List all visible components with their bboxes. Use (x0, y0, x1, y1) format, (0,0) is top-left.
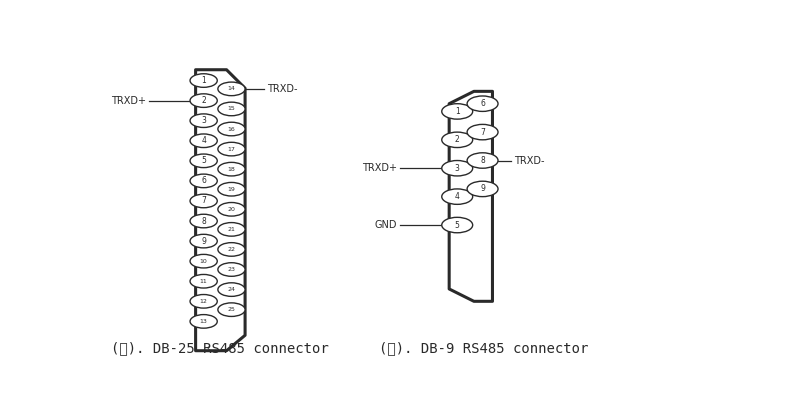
Circle shape (442, 189, 472, 205)
Text: 5: 5 (455, 221, 460, 229)
Circle shape (190, 154, 217, 168)
Text: 6: 6 (201, 176, 206, 185)
Text: 9: 9 (201, 237, 206, 245)
Text: 7: 7 (201, 196, 206, 205)
Circle shape (190, 294, 217, 308)
Text: 4: 4 (201, 136, 206, 145)
Text: 2: 2 (201, 96, 206, 105)
Text: 19: 19 (227, 187, 235, 192)
Circle shape (218, 102, 245, 116)
Text: 16: 16 (227, 127, 235, 132)
Text: 14: 14 (227, 86, 235, 91)
Circle shape (190, 315, 217, 328)
Text: 4: 4 (455, 192, 460, 201)
Text: (가). DB-25 RS485 connector: (가). DB-25 RS485 connector (112, 341, 330, 355)
Text: 3: 3 (455, 164, 460, 173)
Text: 9: 9 (480, 184, 485, 193)
Text: 17: 17 (227, 147, 235, 152)
Circle shape (218, 203, 245, 216)
Text: 2: 2 (455, 135, 460, 144)
Text: TRXD-: TRXD- (267, 84, 297, 94)
Text: 15: 15 (227, 106, 235, 111)
Text: 7: 7 (480, 128, 485, 137)
Text: 3: 3 (201, 116, 206, 125)
Text: TRXD-: TRXD- (514, 156, 544, 166)
Circle shape (190, 94, 217, 107)
Circle shape (442, 160, 472, 176)
Text: TRXD+: TRXD+ (361, 163, 397, 173)
Circle shape (190, 214, 217, 228)
Circle shape (467, 153, 498, 168)
Text: GND: GND (374, 220, 397, 230)
Circle shape (190, 114, 217, 128)
Text: 8: 8 (201, 217, 206, 225)
Circle shape (442, 104, 472, 119)
Circle shape (218, 182, 245, 196)
Text: TRXD+: TRXD+ (111, 95, 146, 105)
Polygon shape (449, 91, 492, 301)
Text: 25: 25 (227, 307, 235, 312)
Circle shape (218, 283, 245, 296)
Circle shape (218, 82, 245, 96)
Text: 12: 12 (200, 299, 207, 304)
Text: 10: 10 (200, 259, 207, 264)
Text: 18: 18 (227, 167, 235, 172)
Circle shape (190, 274, 217, 288)
Circle shape (467, 181, 498, 196)
Circle shape (190, 174, 217, 188)
Circle shape (190, 194, 217, 208)
Circle shape (218, 142, 245, 156)
Circle shape (190, 234, 217, 248)
Circle shape (190, 254, 217, 268)
Text: 11: 11 (200, 279, 207, 284)
Polygon shape (196, 70, 245, 351)
Circle shape (218, 263, 245, 276)
Text: 5: 5 (201, 156, 206, 165)
Circle shape (218, 162, 245, 176)
Text: 1: 1 (455, 107, 460, 116)
Circle shape (218, 303, 245, 316)
Text: 1: 1 (201, 76, 206, 85)
Circle shape (190, 74, 217, 87)
Circle shape (190, 134, 217, 148)
Circle shape (442, 217, 472, 233)
Text: (나). DB-9 RS485 connector: (나). DB-9 RS485 connector (378, 341, 588, 355)
Text: 20: 20 (227, 207, 235, 212)
Text: 23: 23 (227, 267, 235, 272)
Circle shape (218, 223, 245, 236)
Text: 8: 8 (480, 156, 485, 165)
Circle shape (467, 124, 498, 140)
Text: 6: 6 (480, 99, 485, 108)
Text: 24: 24 (227, 287, 235, 292)
Circle shape (218, 243, 245, 256)
Text: 13: 13 (200, 319, 207, 324)
Text: 21: 21 (227, 227, 235, 232)
Circle shape (218, 122, 245, 136)
Circle shape (467, 96, 498, 111)
Circle shape (442, 132, 472, 148)
Text: 22: 22 (227, 247, 235, 252)
